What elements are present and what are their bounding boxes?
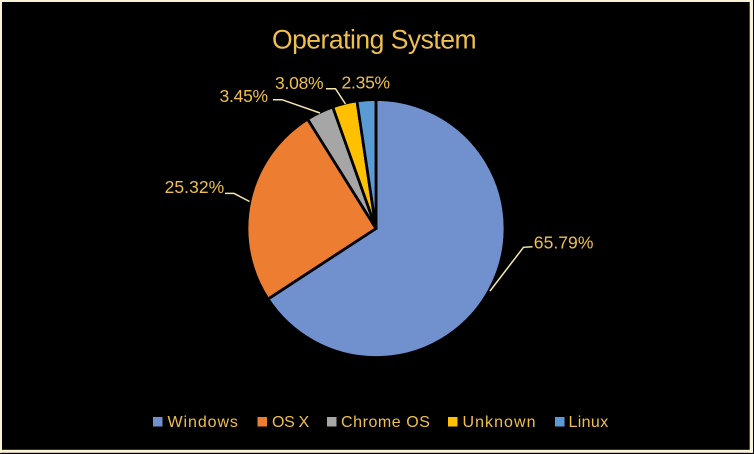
svg-text:3.45%: 3.45% [220, 86, 268, 106]
svg-text:65.79%: 65.79% [534, 232, 594, 252]
svg-text:OS X: OS X [272, 414, 310, 431]
svg-text:2.35%: 2.35% [342, 72, 390, 92]
svg-text:Linux: Linux [569, 414, 609, 431]
svg-text:25.32%: 25.32% [165, 177, 225, 197]
svg-text:Chrome OS: Chrome OS [341, 414, 431, 431]
svg-text:Operating System: Operating System [272, 24, 476, 54]
svg-text:Windows: Windows [168, 414, 239, 431]
svg-text:Unknown: Unknown [463, 414, 537, 431]
svg-text:3.08%: 3.08% [275, 73, 323, 93]
